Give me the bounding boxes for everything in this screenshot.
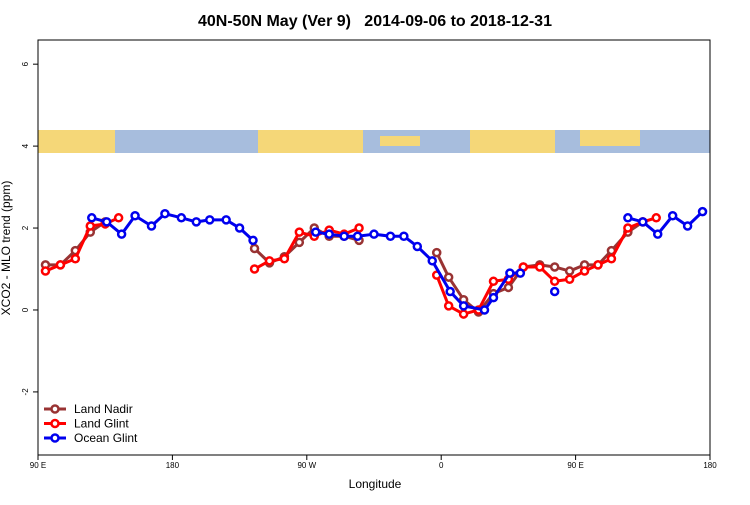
data-point [352, 231, 363, 241]
data-point [264, 256, 275, 266]
data-point [55, 260, 66, 270]
data-point [339, 231, 349, 241]
data-point [535, 262, 545, 272]
data-point [113, 213, 124, 223]
data-point [40, 266, 51, 276]
legend-label: Ocean Glint [74, 431, 138, 445]
data-point [191, 217, 202, 227]
data-point [146, 221, 157, 231]
data-point [354, 223, 364, 233]
map-band [38, 130, 710, 153]
series-line [44, 216, 657, 316]
data-point [443, 272, 454, 282]
data-point [116, 229, 127, 239]
data-point [279, 254, 290, 264]
data-point [176, 213, 187, 223]
data-point [505, 268, 515, 278]
data-point [160, 208, 170, 219]
data-point [70, 254, 81, 264]
data-point [479, 305, 490, 315]
x-tick-label: 180 [166, 461, 180, 470]
data-point [458, 301, 469, 311]
data-point [369, 229, 379, 239]
chart-title: 40N-50N May (Ver 9) 2014-09-06 to 2018-1… [198, 13, 552, 30]
data-point [593, 260, 603, 270]
data-point [431, 247, 442, 258]
data-point [204, 215, 215, 225]
data-point [652, 229, 663, 239]
data-point [221, 215, 231, 225]
y-tick-label: 0 [21, 307, 30, 312]
data-point [427, 256, 437, 266]
data-point [101, 217, 112, 227]
data-point [697, 206, 708, 217]
data-point [682, 221, 693, 231]
x-axis-label: Longitude [349, 477, 402, 491]
y-axis-label: XCO2 - MLO trend (ppm) [0, 181, 13, 316]
data-point [311, 227, 321, 237]
data-point [667, 211, 678, 221]
data-point [412, 241, 423, 252]
data-point [651, 213, 661, 223]
data-point [130, 211, 140, 221]
data-point [443, 301, 454, 311]
data-point [549, 286, 560, 297]
y-tick-label: 2 [21, 225, 30, 230]
data-point [458, 309, 469, 319]
plot-frame [37, 39, 711, 456]
data-point [385, 231, 396, 241]
data-point [249, 243, 260, 254]
data-point [579, 266, 590, 276]
data-point [399, 231, 409, 241]
data-point [87, 213, 97, 223]
data-point [234, 223, 245, 233]
data-point [638, 217, 648, 227]
data-point [248, 235, 258, 246]
legend-label: Land Glint [74, 417, 129, 431]
data-point [324, 229, 334, 239]
x-tick-label: 90 W [297, 461, 316, 470]
data-point [85, 221, 96, 231]
data-point [503, 282, 514, 293]
y-tick-label: 4 [21, 143, 30, 148]
x-tick-label: 90 E [30, 461, 46, 470]
legend-marker [50, 433, 60, 443]
data-point [445, 286, 455, 297]
data-point [515, 268, 526, 278]
data-point [549, 276, 560, 287]
data-point [294, 237, 305, 248]
y-tick-label: 6 [21, 61, 30, 66]
data-point [488, 276, 499, 287]
x-tick-label: 90 E [567, 461, 583, 470]
data-point [249, 264, 260, 274]
data-point [564, 266, 575, 276]
legend-marker [50, 404, 60, 414]
data-point [549, 262, 560, 272]
legend-label: Land Nadir [74, 402, 133, 416]
plot-area [40, 206, 708, 319]
data-point [564, 274, 575, 284]
data-point [488, 292, 499, 303]
data-point [294, 227, 305, 237]
x-tick-label: 0 [439, 461, 444, 470]
data-point [623, 223, 633, 233]
data-point [606, 254, 617, 264]
legend-marker [50, 418, 60, 429]
y-tick-label: -2 [21, 388, 30, 396]
x-tick-label: 180 [703, 461, 717, 470]
data-point [623, 213, 633, 223]
